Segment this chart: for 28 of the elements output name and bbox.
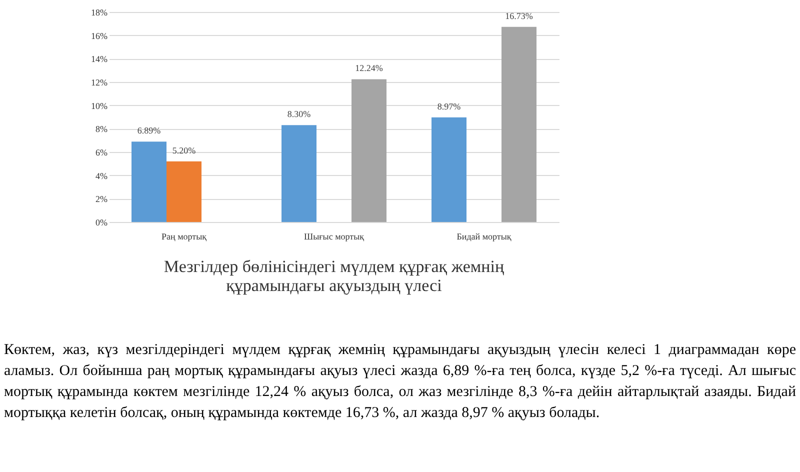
text: Мезгілдер бөлініcіндегі мүлдем құрғақ жемнің (164, 257, 504, 276)
text: құрамындағы ақуыздың үлесі (226, 276, 442, 295)
y-tick-label: 16% (91, 30, 108, 41)
y-tick-label: 14% (91, 54, 108, 64)
x-tick-label: Шығыс мортық (304, 232, 365, 242)
data-label: 6.89% (137, 126, 162, 136)
y-tick-label: 0% (96, 218, 108, 228)
bar (432, 117, 466, 222)
data-label: 8.30% (287, 109, 312, 120)
data-label: 8.97% (437, 101, 462, 112)
bar (132, 142, 166, 222)
y-tick-label: 2% (96, 194, 108, 204)
text: Көктем, жаз, күз мезгілдеріндегі мүлдем құрғақ жемнің құрамындағы ақуыздың үлесін келесі 1 диаграммадан көре аламыз. Ол бойынша раң мортық құрамындағы ақуыз үлесі жазда 6,89 %-ға тең болса, күзде 5,2 %-ға түседі. Ал шығыс мортық құрамында көктем мезгілінде 12,24 % ақуыз болса, ол жаз мезгілінде 8,3 %-ға дейін айтарлықтай азаяды. Бидай мортыққа келетін болсақ, оның құрамында көктемде 16,73 %, ал жазда 8,97 % ақуыз болады. (4, 341, 796, 423)
bar (502, 26, 536, 222)
y-tick-label: 8% (96, 124, 108, 134)
data-label: 5.20% (172, 145, 196, 156)
bar (166, 161, 202, 222)
x-tick-label: Раң мортық (162, 232, 208, 242)
data-label: 16.73% (505, 10, 534, 21)
x-tick-label: Бидай мортық (456, 232, 512, 242)
data-label: 12.24% (355, 63, 384, 74)
y-tick-label: 12% (91, 78, 108, 88)
y-tick-label: 10% (91, 100, 108, 111)
y-tick-label: 4% (96, 170, 108, 181)
y-tick-label: 6% (96, 148, 108, 158)
y-tick-label: 18% (91, 8, 108, 18)
bar (282, 125, 316, 222)
bar (352, 79, 386, 222)
